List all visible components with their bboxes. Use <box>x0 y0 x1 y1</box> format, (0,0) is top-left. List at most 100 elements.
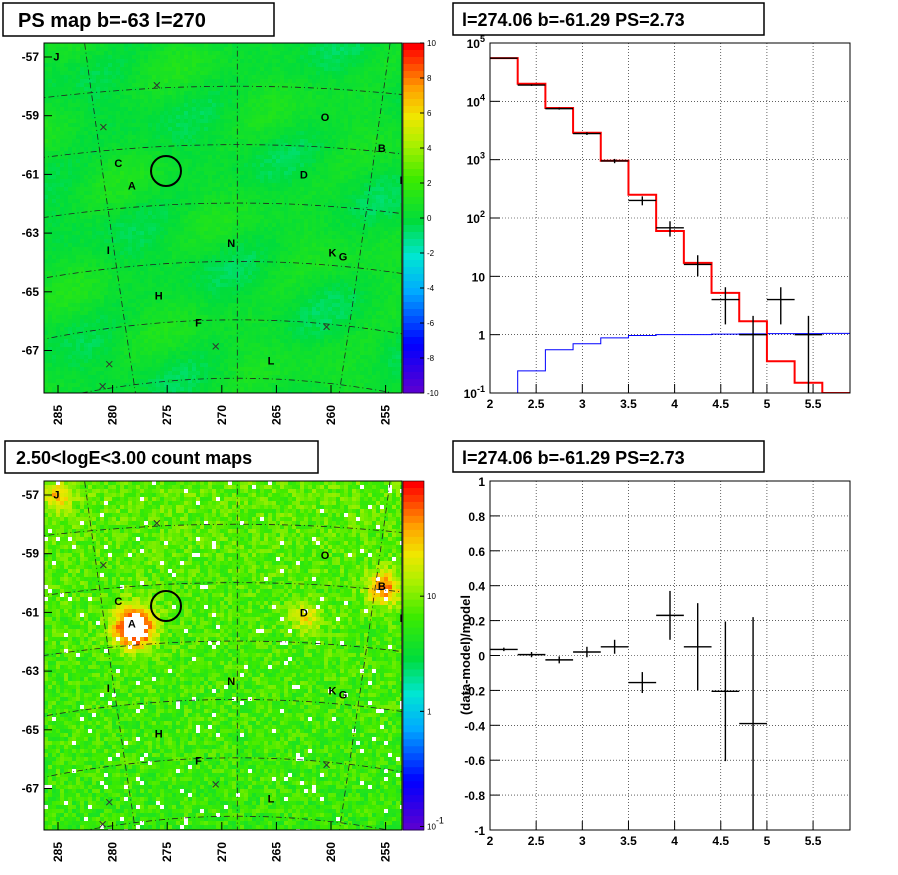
heatmap-cell <box>268 103 272 107</box>
heatmap-cell <box>152 195 156 199</box>
heatmap-cell <box>280 163 284 167</box>
heatmap-cell <box>132 239 136 243</box>
heatmap-cell <box>364 131 368 135</box>
heatmap-cell <box>300 135 304 139</box>
heatmap-cell <box>388 47 392 51</box>
heatmap-cell <box>80 223 84 227</box>
heatmap-cell <box>232 135 236 139</box>
heatmap-cell <box>340 67 344 71</box>
heatmap-cell <box>264 131 268 135</box>
heatmap-cell <box>104 139 108 143</box>
heatmap-cell <box>256 243 260 247</box>
heatmap-cell <box>380 159 384 163</box>
heatmap-cell <box>356 59 360 63</box>
heatmap-cell <box>288 255 292 259</box>
heatmap-cell <box>136 211 140 215</box>
heatmap-cell <box>260 151 264 155</box>
heatmap-cell <box>76 171 80 175</box>
heatmap-cell <box>68 79 72 83</box>
heatmap-cell <box>132 115 136 119</box>
heatmap-cell <box>304 71 308 75</box>
heatmap-cell <box>240 87 244 91</box>
heatmap-cell <box>392 243 396 247</box>
heatmap-cell <box>88 47 92 51</box>
heatmap-cell <box>108 215 112 219</box>
heatmap-cell <box>392 211 396 215</box>
heatmap-cell <box>124 151 128 155</box>
heatmap-cell <box>356 215 360 219</box>
heatmap-cell <box>212 139 216 143</box>
heatmap-cell <box>228 259 232 263</box>
heatmap-cell <box>56 183 60 187</box>
heatmap-cell <box>180 79 184 83</box>
heatmap-cell <box>388 239 392 243</box>
heatmap-cell <box>324 103 328 107</box>
heatmap-cell <box>396 103 400 107</box>
heatmap-cell <box>288 235 292 239</box>
heatmap-cell <box>328 239 332 243</box>
heatmap-cell <box>280 195 284 199</box>
heatmap-cell <box>248 135 252 139</box>
heatmap-cell <box>132 87 136 91</box>
heatmap-cell <box>324 139 328 143</box>
heatmap-cell <box>212 59 216 63</box>
heatmap-cell <box>76 119 80 123</box>
heatmap-cell <box>92 47 96 51</box>
heatmap-cell <box>376 163 380 167</box>
heatmap-cell <box>184 67 188 71</box>
heatmap-cell <box>280 211 284 215</box>
heatmap-cell <box>128 51 132 55</box>
heatmap-cell <box>116 43 120 47</box>
heatmap-cell <box>348 63 352 67</box>
heatmap-cell <box>140 59 144 63</box>
heatmap-cell <box>200 187 204 191</box>
heatmap-cell <box>52 199 56 203</box>
heatmap-cell <box>396 123 400 127</box>
heatmap-cell <box>380 199 384 203</box>
heatmap-cell <box>76 255 80 259</box>
heatmap-cell <box>396 135 400 139</box>
heatmap-cell <box>336 127 340 131</box>
heatmap-cell <box>52 107 56 111</box>
heatmap-cell <box>328 79 332 83</box>
heatmap-cell <box>324 247 328 251</box>
heatmap-cell <box>240 175 244 179</box>
heatmap-cell <box>352 119 356 123</box>
heatmap-cell <box>96 183 100 187</box>
heatmap-cell <box>88 79 92 83</box>
heatmap-cell <box>332 191 336 195</box>
heatmap-cell <box>300 163 304 167</box>
heatmap-cell <box>220 119 224 123</box>
heatmap-cell <box>148 75 152 79</box>
heatmap-cell <box>304 247 308 251</box>
heatmap-cell <box>352 127 356 131</box>
heatmap-cell <box>48 239 52 243</box>
heatmap-cell <box>328 123 332 127</box>
heatmap-cell <box>360 103 364 107</box>
heatmap-cell <box>352 191 356 195</box>
heatmap-cell <box>164 207 168 211</box>
heatmap-cell <box>160 227 164 231</box>
heatmap-cell <box>356 247 360 251</box>
heatmap-cell <box>272 259 276 263</box>
heatmap-cell <box>172 223 176 227</box>
heatmap-cell <box>168 135 172 139</box>
heatmap-cell <box>352 187 356 191</box>
heatmap-cell <box>384 131 388 135</box>
heatmap-cell <box>108 99 112 103</box>
heatmap-cell <box>192 167 196 171</box>
heatmap-cell <box>364 83 368 87</box>
heatmap-cell <box>248 103 252 107</box>
heatmap-cell <box>196 95 200 99</box>
heatmap-cell <box>92 87 96 91</box>
heatmap-cell <box>80 195 84 199</box>
heatmap-cell <box>180 123 184 127</box>
heatmap-cell <box>56 179 60 183</box>
heatmap-cell <box>200 55 204 59</box>
heatmap-cell <box>164 235 168 239</box>
heatmap-cell <box>104 163 108 167</box>
heatmap-cell <box>232 215 236 219</box>
heatmap-cell <box>284 239 288 243</box>
heatmap-cell <box>228 111 232 115</box>
heatmap-cell <box>400 231 402 235</box>
